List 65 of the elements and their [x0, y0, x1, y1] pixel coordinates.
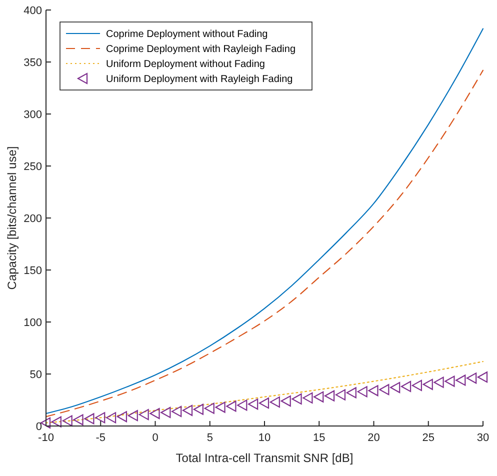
x-tick-label: 30 [476, 432, 490, 444]
y-tick-label: 250 [24, 161, 42, 173]
point [270, 396, 280, 408]
point [150, 408, 160, 420]
x-tick-label: -10 [38, 432, 54, 444]
point [138, 409, 149, 420]
y-tick-label: 50 [30, 369, 42, 381]
y-tick-label: 0 [36, 421, 42, 433]
x-tick-label: 5 [206, 432, 213, 444]
x-tick-label: 20 [368, 432, 380, 444]
point [335, 389, 346, 400]
point [204, 402, 214, 414]
y-tick-label: 400 [24, 5, 42, 17]
point [368, 385, 378, 396]
point [379, 384, 390, 396]
y-tick-label: 200 [24, 213, 42, 225]
y-tick-label: 150 [24, 265, 42, 277]
point [62, 415, 72, 426]
point [73, 414, 84, 426]
point [280, 395, 291, 407]
point [422, 378, 433, 390]
point [390, 382, 400, 394]
x-axis-title: Total Intra-cell Transmit SNR [dB] [176, 451, 354, 465]
legend-label: Coprime Deployment without Fading [106, 29, 268, 40]
point [466, 372, 477, 384]
point [477, 372, 488, 383]
point [40, 417, 51, 428]
point [346, 387, 356, 398]
point [292, 393, 302, 405]
x-tick-label: -5 [96, 432, 106, 444]
point [324, 390, 335, 402]
y-axis-title: Capacity [bits/channel use] [5, 146, 19, 290]
point [302, 392, 313, 404]
point [95, 412, 106, 424]
y-tick-label: 350 [24, 57, 42, 69]
legend-label: Uniform Deployment with Rayleigh Fading [106, 74, 293, 85]
point [51, 416, 62, 428]
point [106, 412, 116, 424]
y-tick-label: 100 [24, 317, 42, 329]
point [400, 380, 412, 392]
point [412, 380, 422, 391]
point [116, 411, 128, 422]
x-tick-label: 10 [258, 432, 271, 444]
legend-label: Coprime Deployment with Rayleigh Fading [106, 44, 296, 55]
x-tick-label: 0 [152, 432, 158, 444]
point [128, 410, 138, 422]
point [226, 400, 236, 412]
point [84, 413, 94, 424]
point [258, 398, 270, 409]
y-tick-label: 300 [24, 109, 42, 121]
x-tick-label: 25 [422, 432, 434, 444]
x-tick-label: 15 [313, 432, 326, 444]
point [172, 406, 182, 417]
point [215, 402, 226, 413]
legend-label: Uniform Deployment without Fading [106, 59, 265, 70]
point [434, 376, 444, 388]
point [237, 400, 248, 411]
point [182, 404, 193, 416]
point [248, 398, 258, 410]
point [456, 374, 466, 386]
point [357, 386, 368, 398]
point [444, 376, 455, 387]
point [160, 406, 171, 418]
point [314, 391, 324, 402]
point [193, 404, 204, 415]
